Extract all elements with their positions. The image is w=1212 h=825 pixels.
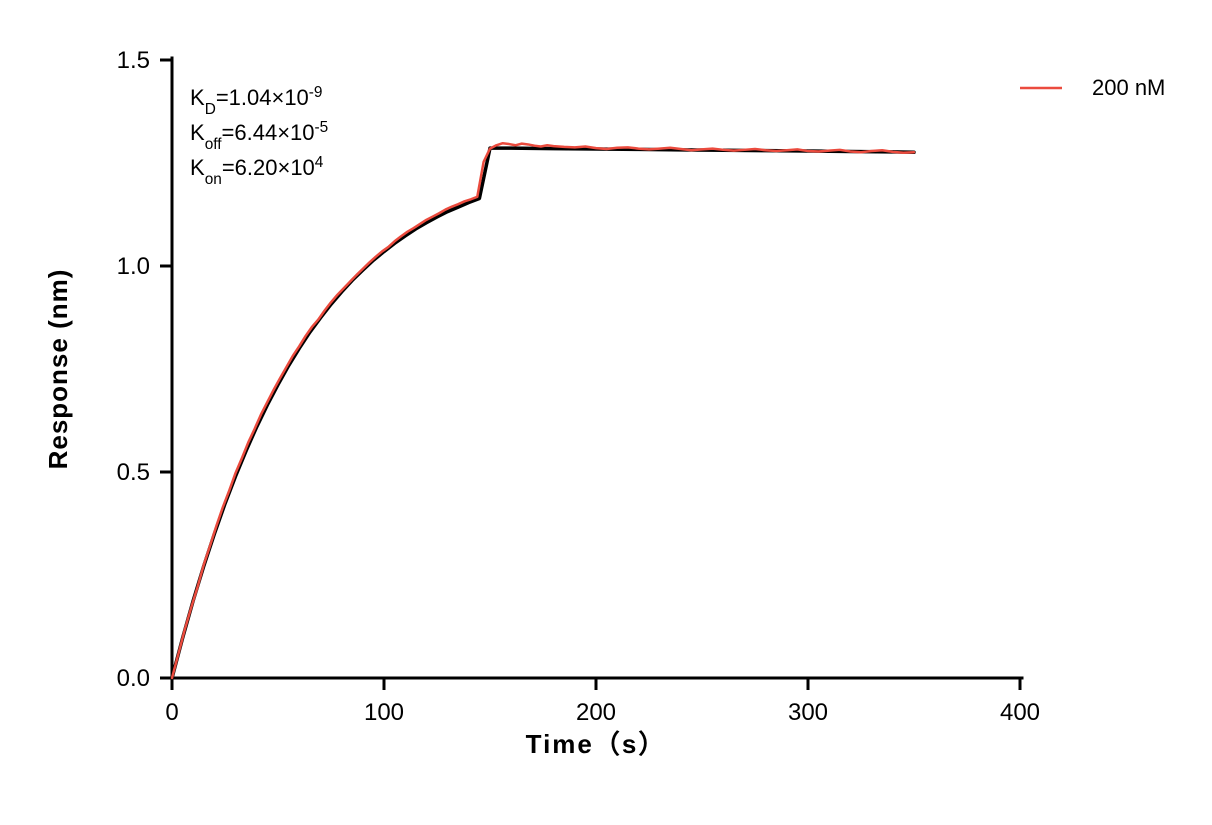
y-tick-label: 0.5: [117, 459, 150, 486]
y-tick-label: 1.0: [117, 253, 150, 280]
x-tick-label: 0: [165, 699, 178, 726]
y-tick-label: 1.5: [117, 47, 150, 74]
y-axis-label: Response (nm): [43, 269, 73, 470]
x-tick-label: 300: [788, 699, 828, 726]
x-axis-label: Time（s）: [526, 729, 667, 759]
x-tick-label: 400: [1000, 699, 1040, 726]
chart-svg: 0 100 200 300 400 0.0 0.5 1.0 1.5 Time（s） Response…: [0, 0, 1212, 825]
x-tick-label: 200: [576, 699, 616, 726]
y-tick-label: 0.0: [117, 665, 150, 692]
x-tick-label: 100: [364, 699, 404, 726]
binding-kinetics-chart: 0 100 200 300 400 0.0 0.5 1.0 1.5 Time（s） Response…: [0, 0, 1212, 825]
legend-label: 200 nM: [1092, 75, 1165, 100]
